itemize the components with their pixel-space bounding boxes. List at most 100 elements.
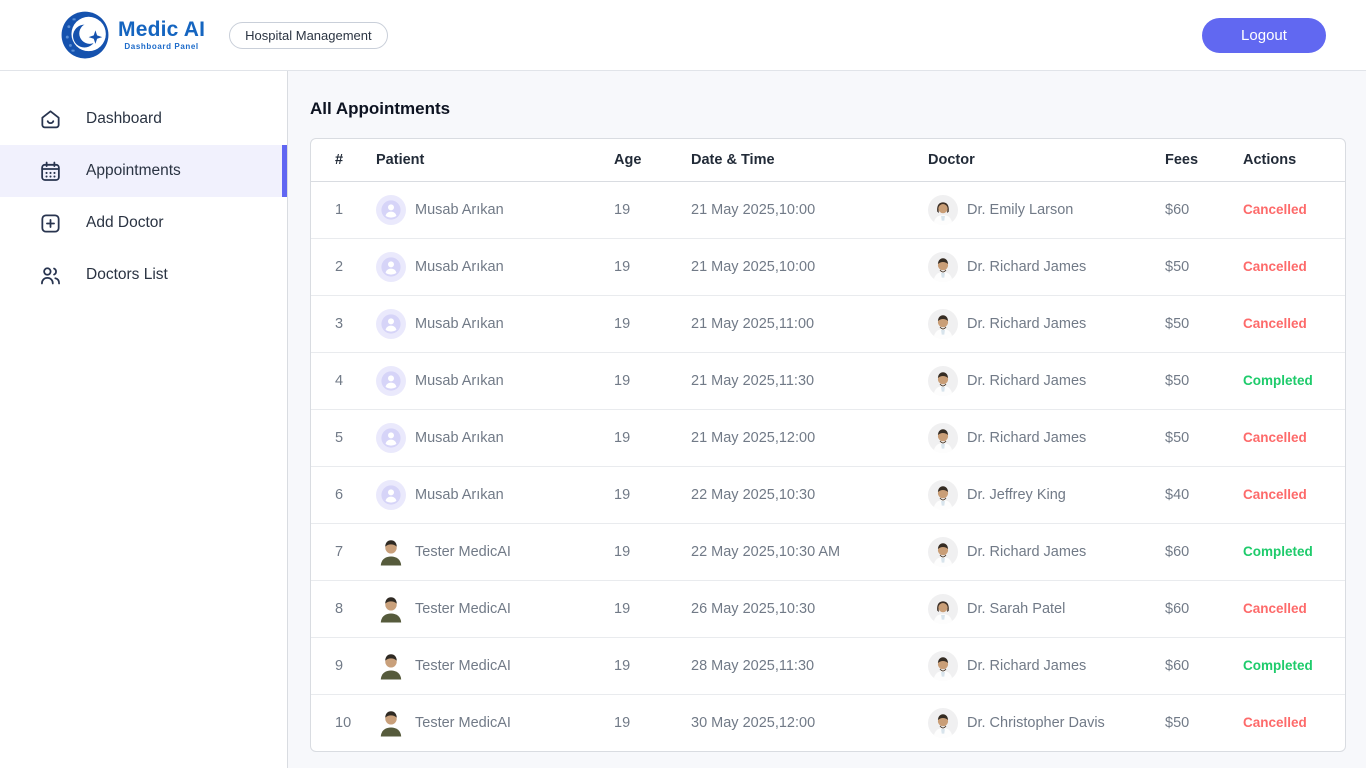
appointment-row[interactable]: 10 Tester MedicAI 19 30 May 2025,12:00 Dr. C… <box>311 694 1345 751</box>
appointment-number: 3 <box>311 295 376 353</box>
appointment-datetime: 28 May 2025,11:30 <box>691 637 928 695</box>
doctor-name: Dr. Sarah Patel <box>967 600 1066 617</box>
patient-age: 19 <box>614 295 691 353</box>
patient-avatar <box>376 651 406 681</box>
patient-name: Tester MedicAI <box>415 543 511 560</box>
patient-age: 19 <box>614 523 691 581</box>
doctor-cell: Dr. Christopher Davis <box>928 694 1165 751</box>
doctor-avatar <box>928 194 958 225</box>
doctor-name: Dr. Richard James <box>967 315 1087 332</box>
patient-avatar <box>376 708 406 738</box>
appointment-fees: $50 <box>1165 295 1243 353</box>
appointment-datetime: 21 May 2025,10:00 <box>691 238 928 296</box>
column-header: Fees <box>1165 139 1243 182</box>
main-content: All Appointments # Patient Age Date & Time D… <box>288 71 1366 768</box>
doctor-name: Dr. Richard James <box>967 258 1087 275</box>
patient-name: Musab Arıkan <box>415 201 504 218</box>
patient-name: Tester MedicAI <box>415 600 511 617</box>
patient-avatar <box>376 251 406 282</box>
appointment-datetime: 21 May 2025,10:00 <box>691 181 928 239</box>
sidebar: Dashboard Appointments Add Doctor Doctors L… <box>0 71 288 768</box>
patient-cell: Tester MedicAI <box>376 523 614 581</box>
doctor-name: Dr. Richard James <box>967 372 1087 389</box>
doctor-avatar <box>928 536 958 567</box>
appointments-table: # Patient Age Date & Time Doctor Fees Actions … <box>311 139 1345 751</box>
sidebar-nav: Dashboard Appointments Add Doctor Doctors L… <box>0 93 287 301</box>
doctor-name: Dr. Emily Larson <box>967 201 1074 218</box>
appointment-row[interactable]: 1 Musab Arıkan 19 21 May 2025,10:00 Dr. Emil… <box>311 181 1345 239</box>
appointment-number: 8 <box>311 580 376 638</box>
doctor-avatar <box>928 365 958 396</box>
appointment-row[interactable]: 4 Musab Arıkan 19 21 May 2025,11:30 Dr. Rich… <box>311 352 1345 410</box>
brand-logo[interactable]: Medic AI Dashboard Panel <box>60 10 205 60</box>
sidebar-item-dashboard[interactable]: Dashboard <box>0 93 287 145</box>
appointment-number: 1 <box>311 181 376 239</box>
appointment-row[interactable]: 6 Musab Arıkan 19 22 May 2025,10:30 Dr. Jeff… <box>311 466 1345 524</box>
doctor-avatar <box>928 707 958 738</box>
status-badge: Cancelled <box>1243 466 1345 524</box>
patient-cell: Musab Arıkan <box>376 181 614 239</box>
doctor-avatar <box>928 422 958 453</box>
sidebar-item-add-doctor[interactable]: Add Doctor <box>0 197 287 249</box>
appointment-number: 10 <box>335 714 352 731</box>
appointment-row[interactable]: 5 Musab Arıkan 19 21 May 2025,12:00 Dr. Rich… <box>311 409 1345 467</box>
appointment-row[interactable]: 8 Tester MedicAI 19 26 May 2025,10:30 Dr. Sa… <box>311 580 1345 638</box>
doctor-avatar <box>928 251 958 282</box>
status-badge: Cancelled <box>1243 295 1345 353</box>
appointment-row[interactable]: 7 Tester MedicAI 19 22 May 2025,10:30 AM Dr.… <box>311 523 1345 581</box>
brand-name: Medic AI <box>118 18 206 41</box>
doctor-cell: Dr. Sarah Patel <box>928 580 1165 638</box>
patient-age: 19 <box>614 714 631 731</box>
appointment-number: 4 <box>311 352 376 410</box>
status-badge: Cancelled <box>1243 580 1345 638</box>
patient-avatar <box>376 194 406 225</box>
doctor-cell: Dr. Richard James <box>928 238 1165 296</box>
doctor-cell: Dr. Richard James <box>928 523 1165 581</box>
patient-avatar <box>376 479 406 510</box>
appointment-fees: $40 <box>1165 466 1243 524</box>
table-header-row: # Patient Age Date & Time Doctor Fees Actions <box>311 139 1345 182</box>
appointment-number: 6 <box>311 466 376 524</box>
appointment-row[interactable]: 2 Musab Arıkan 19 21 May 2025,10:00 Dr. Rich… <box>311 238 1345 296</box>
home-icon <box>38 107 62 131</box>
appointment-fees: $50 <box>1165 409 1243 467</box>
doctor-name: Dr. Christopher Davis <box>967 714 1105 731</box>
appointment-datetime: 21 May 2025,12:00 <box>691 409 928 467</box>
patient-avatar <box>376 365 406 396</box>
doctor-name: Dr. Richard James <box>967 429 1087 446</box>
sidebar-item-label: Add Doctor <box>86 214 164 231</box>
doctor-cell: Dr. Richard James <box>928 295 1165 353</box>
column-header: Doctor <box>928 139 1165 182</box>
patient-age: 19 <box>614 637 691 695</box>
patient-avatar <box>376 422 406 453</box>
patient-name: Musab Arıkan <box>415 258 504 275</box>
patient-cell: Musab Arıkan <box>376 352 614 410</box>
sidebar-item-appointments[interactable]: Appointments <box>0 145 287 197</box>
patient-avatar <box>376 594 406 624</box>
patient-cell: Tester MedicAI <box>376 637 614 695</box>
doctor-name: Dr. Richard James <box>967 543 1087 560</box>
column-header: Actions <box>1243 139 1345 182</box>
patient-cell: Musab Arıkan <box>376 409 614 467</box>
top-header: Medic AI Dashboard Panel Hospital Manage… <box>0 0 1366 71</box>
page-title: All Appointments <box>310 99 451 118</box>
appointment-row[interactable]: 9 Tester MedicAI 19 28 May 2025,11:30 Dr. Ri… <box>311 637 1345 695</box>
appointment-number: 2 <box>311 238 376 296</box>
appointment-fees: $60 <box>1165 580 1243 638</box>
patient-name: Musab Arıkan <box>415 486 504 503</box>
appointment-fees: $50 <box>1165 352 1243 410</box>
column-header: Date & Time <box>691 139 928 182</box>
appointment-number: 9 <box>311 637 376 695</box>
appointment-fees: $60 <box>1165 637 1243 695</box>
appointment-datetime: 22 May 2025,10:30 <box>691 466 928 524</box>
status-badge: Completed <box>1243 637 1345 695</box>
doctor-name: Dr. Richard James <box>967 657 1087 674</box>
doctor-avatar <box>928 650 958 681</box>
doctor-cell: Dr. Richard James <box>928 352 1165 410</box>
patient-cell: Tester MedicAI <box>376 694 614 751</box>
sidebar-item-doctors-list[interactable]: Doctors List <box>0 249 287 301</box>
patient-cell: Musab Arıkan <box>376 238 614 296</box>
logout-button[interactable]: Logout <box>1202 17 1326 53</box>
appointment-row[interactable]: 3 Musab Arıkan 19 21 May 2025,11:00 Dr. Rich… <box>311 295 1345 353</box>
appointment-datetime: 21 May 2025,11:30 <box>691 352 928 410</box>
